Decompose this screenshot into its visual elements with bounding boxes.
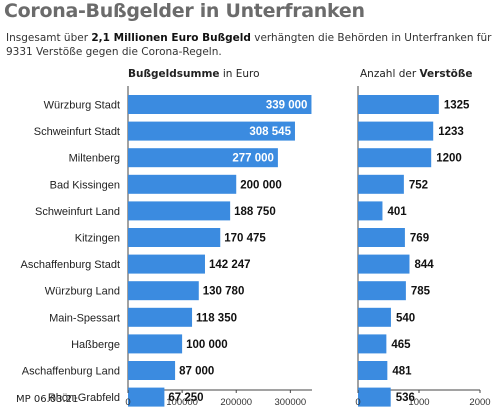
category-label: Würzburg Land: [45, 286, 120, 298]
fines-tick-label: 100000: [166, 397, 198, 408]
violations-tick-label: 2000: [469, 397, 490, 408]
fines-bar: [128, 121, 295, 141]
violations-value-label: 785: [411, 286, 431, 298]
violations-value-label: 1200: [436, 153, 462, 165]
fines-tick-label: 200000: [220, 397, 252, 408]
chart-title: Corona-Bußgelder in Unterfranken: [4, 0, 365, 22]
violations-value-label: 536: [396, 392, 415, 404]
category-label: Kitzingen: [75, 233, 120, 245]
fines-tick-label: 300000: [275, 397, 307, 408]
category-label: Miltenberg: [69, 153, 120, 165]
fines-value-label: 87 000: [179, 366, 214, 378]
fines-bar: [128, 201, 231, 221]
fines-bar: [128, 95, 312, 114]
violations-bar: [358, 174, 404, 194]
category-label: Schweinfurt Land: [35, 206, 120, 218]
fines-bar: [128, 228, 221, 247]
fines-bar: [128, 307, 193, 327]
violations-bar: [358, 201, 383, 221]
violations-bar: [358, 281, 406, 301]
fines-value-label: 170 475: [224, 233, 266, 245]
category-label: Schweinfurt Stadt: [34, 126, 120, 138]
subtitle-bold: 2,1 Millionen Euro Bußgeld: [91, 32, 251, 44]
fines-value-label: 277 000: [232, 153, 274, 165]
fines-bar: [128, 334, 183, 354]
fines-title-bold: Bußgeldsumme: [128, 68, 220, 80]
category-label: Bad Kissingen: [50, 179, 120, 191]
fines-value-label: 130 780: [203, 286, 245, 298]
violations-value-label: 844: [414, 259, 434, 271]
subtitle-part2: verhängten die Behörden in Unterfranken …: [6, 32, 492, 58]
violations-title-bold: Verstöße: [419, 68, 473, 80]
subtitle-part1: Insgesamt über: [6, 32, 92, 44]
fines-value-label: 67 250: [168, 392, 203, 404]
category-label: Aschaffenburg Stadt: [21, 259, 120, 271]
violations-value-label: 1325: [444, 100, 470, 112]
fines-value-label: 100 000: [186, 339, 228, 351]
fines-column-title: Bußgeldsumme in Euro: [128, 68, 260, 80]
fines-value-label: 188 750: [234, 206, 276, 218]
violations-bar: [358, 148, 432, 168]
violations-title-rest: Anzahl der: [360, 68, 420, 80]
fines-tick-label: 0: [125, 397, 130, 408]
violations-bar: [358, 95, 439, 114]
fines-value-label: 339 000: [266, 100, 308, 112]
violations-bar: [358, 228, 405, 247]
violations-value-label: 752: [409, 179, 428, 191]
violations-value-label: 401: [387, 206, 407, 218]
violations-bar: [358, 307, 391, 327]
fines-value-label: 142 247: [209, 259, 251, 271]
violations-tick-label: 1000: [408, 397, 429, 408]
fines-value-label: 118 350: [196, 312, 237, 324]
fines-bar: [128, 254, 205, 274]
violations-bar: [358, 387, 391, 407]
violations-bar: [358, 121, 434, 141]
violations-column-title: Anzahl der Verstöße: [360, 68, 473, 80]
violations-tick-label: 0: [355, 397, 360, 408]
source-credit: MP 06.03.21: [16, 394, 79, 405]
fines-title-rest: in Euro: [219, 68, 260, 80]
violations-value-label: 1233: [438, 126, 464, 138]
fines-bar: [128, 281, 199, 301]
violations-value-label: 769: [410, 233, 429, 245]
chart-subtitle: Insgesamt über 2,1 Millionen Euro Bußgel…: [6, 31, 496, 59]
category-label: Rhön-Grabfeld: [48, 392, 120, 404]
category-label: Main-Spessart: [49, 312, 120, 324]
violations-value-label: 540: [396, 312, 415, 324]
violations-bar: [358, 334, 387, 354]
fines-value-label: 308 545: [249, 126, 291, 138]
violations-value-label: 481: [392, 366, 412, 378]
category-label: Aschaffenburg Land: [22, 366, 120, 378]
fines-bar: [128, 174, 237, 194]
fines-bar: [128, 148, 278, 168]
fines-value-label: 200 000: [240, 179, 282, 191]
category-label: Würzburg Stadt: [44, 100, 120, 112]
violations-bar: [358, 361, 388, 380]
violations-bar: [358, 254, 410, 274]
violations-value-label: 465: [391, 339, 411, 351]
fines-bar: [128, 361, 176, 380]
fines-bar: [128, 387, 165, 407]
category-label: Haßberge: [71, 339, 120, 351]
